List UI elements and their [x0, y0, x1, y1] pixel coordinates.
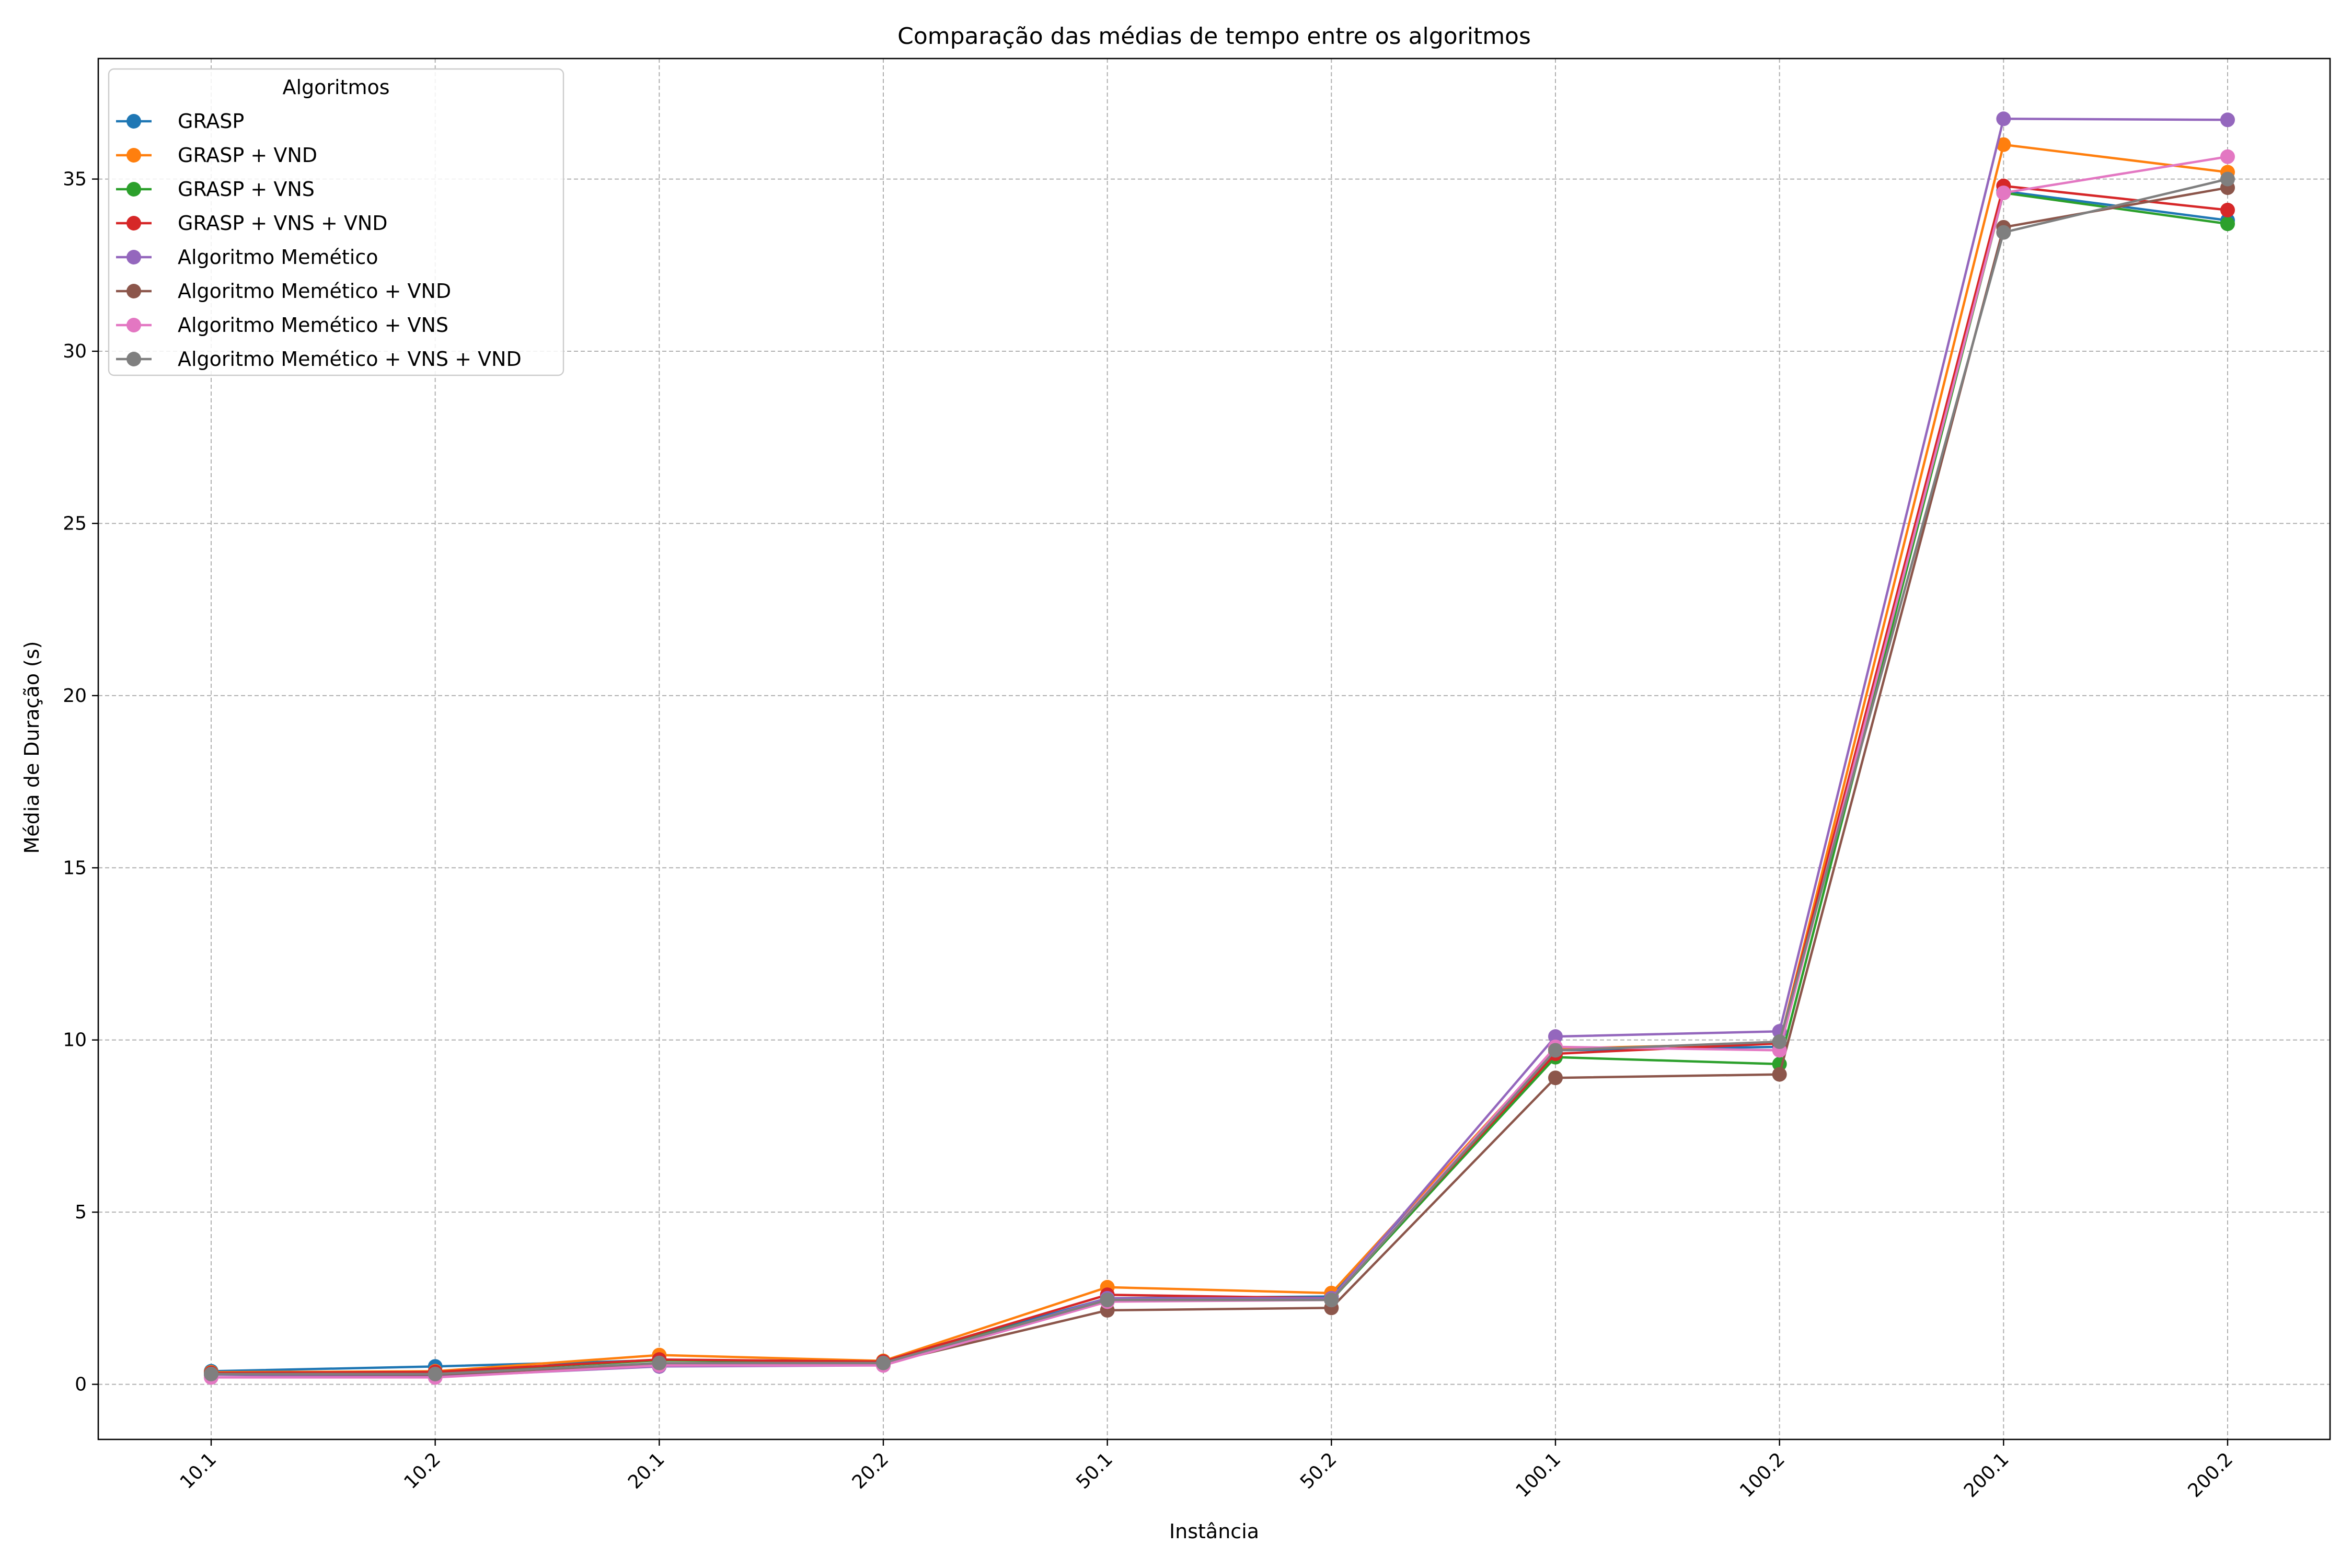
data-point: [1772, 1067, 1787, 1082]
x-tick-label: 20.1: [624, 1448, 669, 1493]
x-tick-label: 200.2: [2184, 1448, 2237, 1502]
legend-swatch-marker: [126, 148, 141, 163]
data-point: [2220, 202, 2235, 217]
series-group: [204, 111, 2235, 1385]
legend-label: Algoritmo Memético + VNS + VND: [178, 348, 522, 371]
y-tick-label: 30: [63, 341, 87, 362]
legend-item: GRASP: [116, 110, 244, 133]
legend-label: GRASP + VNS + VND: [178, 212, 388, 235]
legend-item: Algoritmo Memético + VNS + VND: [116, 348, 522, 371]
legend-label: Algoritmo Memético + VNS: [178, 314, 448, 337]
legend-swatch-marker: [126, 182, 141, 197]
x-tick-label: 10.2: [400, 1448, 445, 1493]
legend-item: GRASP + VNS: [116, 178, 315, 201]
data-point: [1548, 1043, 1563, 1058]
x-tick-label: 10.1: [176, 1448, 221, 1493]
legend-swatch-marker: [126, 284, 141, 298]
data-point: [2220, 149, 2235, 164]
legend-swatch-marker: [126, 250, 141, 264]
series-line: [211, 185, 2228, 1375]
x-tick-label: 100.2: [1736, 1448, 1789, 1502]
series-line: [211, 143, 2228, 1374]
legend-swatch-marker: [126, 216, 141, 230]
y-tick-label: 10: [63, 1030, 87, 1051]
x-tick-label: 20.2: [848, 1448, 893, 1493]
data-point: [1996, 185, 2011, 200]
legend-label: Algoritmo Memético: [178, 246, 378, 269]
data-point: [1548, 1029, 1563, 1044]
data-point: [2220, 216, 2235, 232]
legend-label: GRASP: [178, 110, 244, 133]
legend-swatch-marker: [126, 318, 141, 332]
legend-item: Algoritmo Memético + VND: [116, 280, 451, 303]
y-tick-label: 25: [63, 513, 87, 534]
x-tick-label: 50.2: [1296, 1448, 1341, 1493]
y-tick-label: 15: [63, 857, 87, 879]
data-point: [1324, 1293, 1339, 1308]
legend-item: GRASP + VNS + VND: [116, 212, 388, 235]
data-point: [204, 1366, 218, 1381]
legend-item: Algoritmo Memético + VNS: [116, 314, 448, 337]
data-point: [1772, 1034, 1787, 1050]
data-point: [1996, 225, 2011, 240]
data-point: [1996, 137, 2011, 152]
grid: [98, 59, 2330, 1439]
x-axis-label: Instância: [1169, 1520, 1259, 1543]
y-tick-label: 35: [63, 169, 87, 190]
series-8: [204, 171, 2235, 1381]
plot-frame: [97, 57, 2331, 1440]
x-tick-label: 100.1: [1512, 1448, 1565, 1502]
y-tick-label: 0: [75, 1374, 87, 1396]
legend-item: Algoritmo Memético: [116, 246, 378, 269]
data-point: [1100, 1293, 1115, 1308]
y-tick-label: 20: [63, 685, 87, 707]
legend-box: [108, 68, 564, 376]
data-point: [2220, 112, 2235, 128]
legend: Algoritmos GRASP GRASP + VND GRASP + VNS GR…: [108, 68, 564, 376]
legend-label: Algoritmo Memético + VND: [178, 280, 451, 303]
legend-swatch-marker: [126, 352, 141, 366]
data-point: [428, 1366, 443, 1381]
y-tick-label: 5: [75, 1202, 87, 1223]
legend-label: GRASP + VNS: [178, 178, 315, 201]
chart-title: Comparação das médias de tempo entre os …: [897, 23, 1531, 50]
data-point: [1548, 1070, 1563, 1086]
series-line: [211, 178, 2228, 1376]
x-tick-label: 50.1: [1072, 1448, 1117, 1493]
legend-label: GRASP + VND: [178, 144, 317, 167]
data-point: [876, 1355, 891, 1370]
legend-title: Algoritmos: [282, 76, 389, 99]
data-point: [652, 1355, 667, 1370]
legend-item: GRASP + VND: [116, 144, 317, 167]
y-axis-label: Média de Duração (s): [20, 641, 43, 854]
legend-swatch-marker: [126, 114, 141, 129]
data-point: [2220, 171, 2235, 187]
data-point: [1996, 111, 2011, 126]
x-tick-label: 200.1: [1960, 1448, 2013, 1502]
